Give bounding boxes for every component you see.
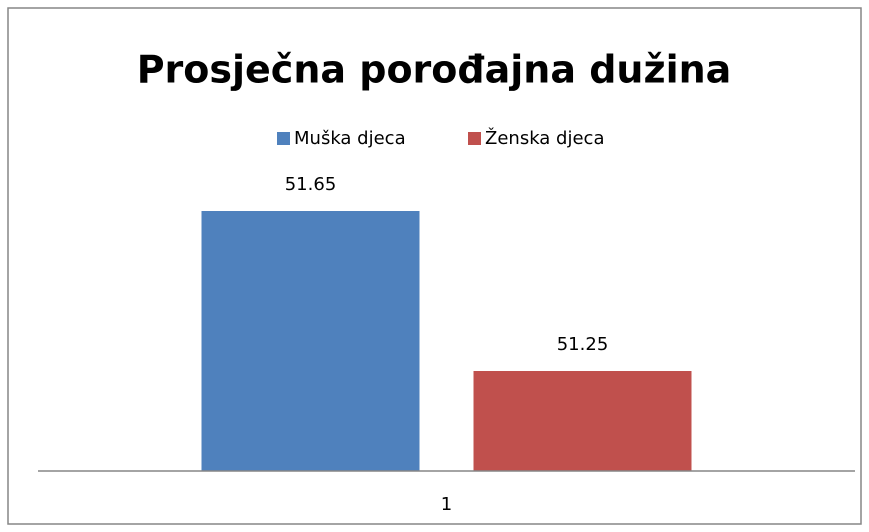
chart-border [7, 7, 862, 525]
bar [201, 211, 420, 471]
x-tick-label: 1 [441, 494, 452, 515]
legend-label: Ženska djeca [485, 127, 604, 149]
legend-label: Muška djeca [294, 128, 406, 149]
legend-swatch [277, 132, 290, 145]
data-label: 51.65 [285, 174, 337, 195]
chart-title: Prosječna porođajna dužina [137, 48, 732, 92]
legend-swatch [468, 132, 481, 145]
bar [473, 371, 692, 471]
data-label: 51.25 [557, 334, 609, 355]
